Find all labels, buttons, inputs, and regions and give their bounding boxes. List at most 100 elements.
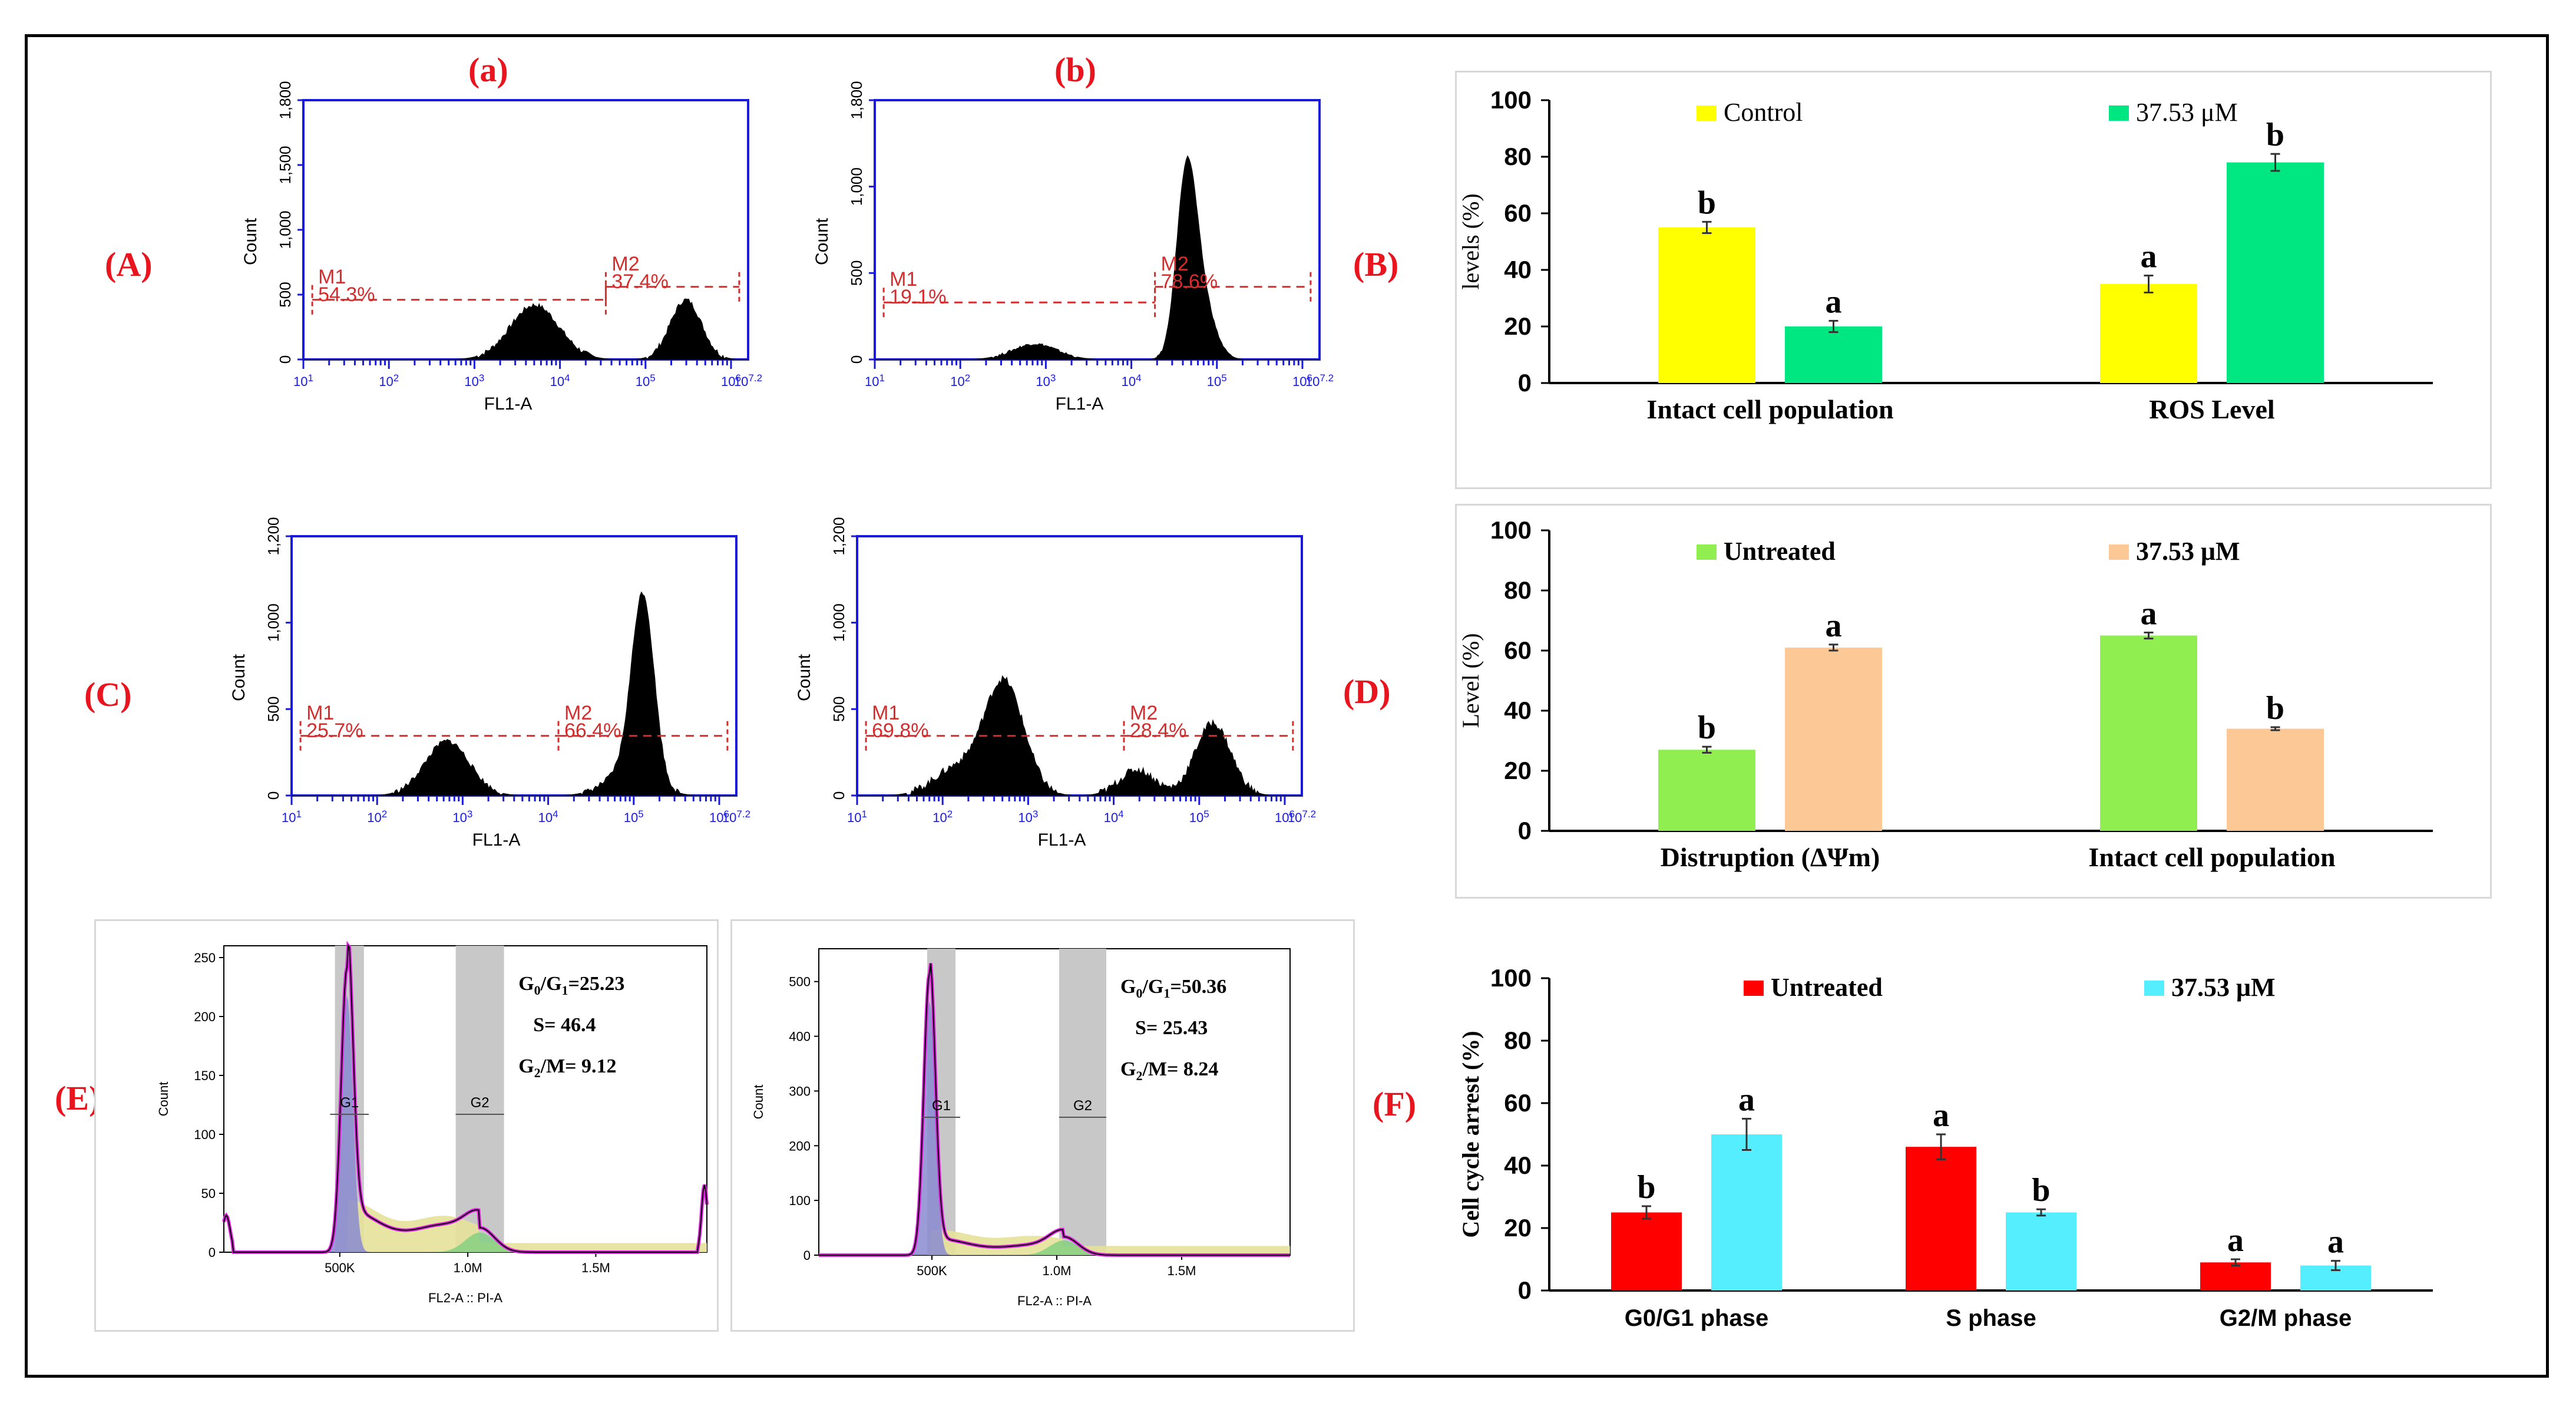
- x-tick-label: 106: [709, 808, 729, 825]
- x-tick-label: 1.5M: [1168, 1263, 1196, 1278]
- y-tick-label: 1,000: [848, 167, 865, 206]
- y-axis-label: Cell cycle arrest (%): [1457, 1031, 1484, 1237]
- g2-fill: [819, 1240, 1290, 1255]
- panel-label-a-upper: (A): [105, 245, 153, 283]
- significance-letter: a: [2141, 595, 2157, 632]
- y-tick-label: 80: [1504, 576, 1532, 604]
- x-tick-label: 500K: [325, 1260, 355, 1275]
- y-tick-label: 40: [1504, 697, 1532, 724]
- y-tick-label: 80: [1504, 1027, 1532, 1054]
- gate-percent-m1: 54.3%: [318, 283, 375, 306]
- y-axis-label: Count: [229, 654, 249, 701]
- y-tick-label: 100: [1490, 86, 1532, 114]
- legend-swatch: [1697, 105, 1717, 121]
- gate-percent-m1: 19.1%: [889, 286, 946, 308]
- bar-f-1-1: [2006, 1212, 2076, 1291]
- panel-label-c-upper: (C): [84, 675, 132, 714]
- gate-name-m1: M1: [306, 702, 334, 724]
- s-phase-fill: [224, 1199, 707, 1252]
- x-tick-label: 107.2: [734, 372, 762, 389]
- bar-f-0-2: [2200, 1262, 2271, 1291]
- significance-letter: a: [2227, 1222, 2244, 1259]
- x-axis-label: FL1-A: [472, 830, 521, 850]
- sub-label-b: (b): [1054, 51, 1096, 89]
- x-tick-label: 101: [865, 372, 885, 389]
- histogram-fill: [303, 298, 748, 360]
- legend-label: 37.53 μM: [2136, 98, 2238, 127]
- y-tick-label: 1,000: [830, 603, 848, 642]
- bar-b-0-1: [2100, 284, 2197, 383]
- y-tick-label: 0: [803, 1248, 811, 1263]
- legend-swatch: [1744, 981, 1764, 996]
- y-tick-label: 50: [201, 1186, 216, 1201]
- y-tick-label: 0: [209, 1245, 216, 1260]
- y-tick-label: 1,800: [276, 81, 294, 119]
- x-tick-label: 107.2: [722, 808, 750, 825]
- g1-fill: [224, 995, 707, 1252]
- category-label: Intact cell population: [1646, 394, 1893, 424]
- y-tick-label: 40: [1504, 1151, 1532, 1179]
- plot-frame: [874, 99, 1321, 361]
- histogram-fill: [875, 155, 1320, 360]
- y-tick-label: 250: [194, 950, 216, 965]
- gate-name-m1: M1: [318, 266, 346, 288]
- y-axis-label: Count: [795, 654, 814, 701]
- g2-label: G2: [471, 1095, 490, 1111]
- bar-chart-d: 0 20 40 60 80 100 Level (%) Distruption (ΔΨm) b a…: [1457, 516, 2433, 872]
- flow-histogram-c-b: 0 500 1,000 1,200 Count 101 102 103 104 105 106107…: [795, 517, 1316, 850]
- panel-label-b-upper: (B): [1353, 245, 1399, 283]
- gate-percent-m2: 66.4%: [564, 719, 621, 742]
- y-axis-label: Count: [241, 217, 260, 265]
- significance-letter: a: [2327, 1224, 2344, 1260]
- legend-swatch: [1697, 544, 1717, 560]
- category-label: G2/M phase: [2220, 1305, 2352, 1331]
- histogram-fill: [857, 675, 1302, 796]
- y-tick-label: 1,000: [264, 603, 282, 642]
- flow-histogram-c-a: 0 500 1,000 1,200 Count 101 102 103 104 105 106107…: [229, 517, 750, 850]
- y-tick-label: 100: [194, 1127, 216, 1142]
- x-tick-label: 102: [379, 372, 399, 389]
- y-tick-label: 400: [789, 1029, 811, 1044]
- legend-label: 37.53 μM: [2171, 973, 2275, 1002]
- g2-band: [1059, 949, 1106, 1255]
- chart-d-box: [1455, 504, 2492, 899]
- legend-label: 37.53 μM: [2136, 537, 2240, 566]
- x-tick-label: 103: [452, 808, 472, 825]
- panel-label-f-upper: (F): [1373, 1085, 1417, 1123]
- y-tick-label: 150: [194, 1068, 216, 1083]
- y-tick-label: 40: [1504, 256, 1532, 283]
- gate-percent-m2: 37.4%: [611, 270, 668, 293]
- raw-line: [223, 944, 707, 1253]
- x-tick-label: 102: [932, 808, 953, 825]
- gate-name-m2: M2: [564, 702, 592, 724]
- y-tick-label: 100: [1490, 964, 1532, 992]
- x-axis-label: FL1-A: [1056, 394, 1104, 414]
- gate-percent-m2: 78.6%: [1161, 270, 1218, 293]
- category-label: G0/G1 phase: [1625, 1305, 1769, 1331]
- bar-chart-b: 0 20 40 60 80 100 levels (%) Intact cell popula…: [1457, 86, 2433, 424]
- y-tick-label: 0: [1518, 1276, 1532, 1304]
- x-tick-label: 104: [1104, 808, 1124, 825]
- plot-frame: [856, 535, 1303, 797]
- x-tick-label: 103: [1036, 372, 1056, 389]
- y-tick-label: 1,500: [276, 146, 294, 184]
- x-axis-label: FL1-A: [1038, 830, 1086, 850]
- stat-g0g1: G0/G1=25.23: [518, 973, 624, 998]
- y-tick-label: 200: [194, 1009, 216, 1024]
- x-tick-label: 102: [950, 372, 970, 389]
- g2-fill: [224, 1232, 707, 1252]
- x-tick-label: 105: [624, 808, 644, 825]
- g1-label: G1: [932, 1098, 951, 1114]
- x-tick-label: 103: [1018, 808, 1038, 825]
- g2-band: [455, 946, 504, 1252]
- x-tick-label: 104: [1122, 372, 1142, 389]
- plot-frame: [818, 948, 1291, 1256]
- x-tick-label: 101: [847, 808, 867, 825]
- x-tick-label: 1.0M: [454, 1260, 482, 1275]
- g1-label: G1: [340, 1095, 359, 1111]
- g1-fill: [819, 1001, 1290, 1255]
- legend-swatch: [2109, 105, 2129, 121]
- sub-label-a: (a): [468, 51, 508, 89]
- y-tick-label: 300: [789, 1084, 811, 1098]
